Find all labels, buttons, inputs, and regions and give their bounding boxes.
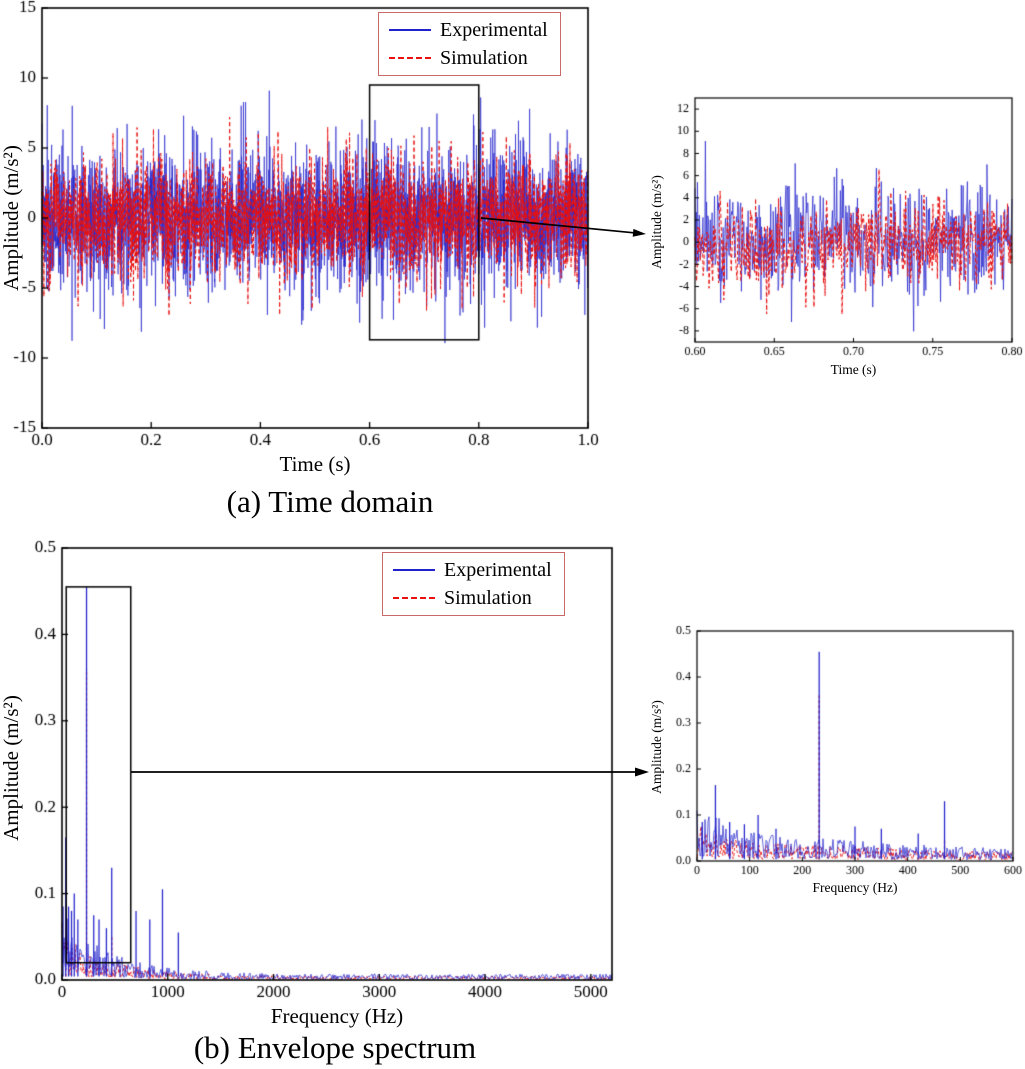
legend-row-simulation: Simulation [393,586,552,610]
time-domain-chart [0,0,620,470]
zoom-arrow-time-icon [480,217,646,237]
legend-row-experimental: Experimental [393,558,552,582]
time-inset-xaxis-label: Time (s) [830,362,877,377]
envelope-spectrum-chart [0,540,620,1020]
spectrum-legend: Experimental Simulation [382,552,565,616]
experimental-line-icon [393,569,435,571]
legend-row-simulation: Simulation [389,46,548,70]
zoom-arrow-spectrum-icon [131,767,649,777]
legend-label-simulation: Simulation [440,47,528,69]
time-main-yaxis-label: Amplitude (m/s²) [0,145,23,291]
spectrum-inset-xaxis-label: Frequency (Hz) [812,880,898,895]
time-main-xaxis-label: Time (s) [279,452,351,476]
envelope-spectrum-zoom-inset-chart [645,615,1025,915]
experimental-line-icon [389,29,431,31]
caption-envelope-spectrum: (b) Envelope spectrum [193,1030,477,1065]
legend-label-experimental: Experimental [444,559,552,581]
caption-time-domain: (a) Time domain [226,484,434,519]
spectrum-main-yaxis-label: Amplitude (m/s²) [0,695,23,841]
legend-row-experimental: Experimental [389,18,548,42]
legend-label-experimental: Experimental [440,19,548,41]
simulation-line-icon [389,57,431,59]
spectrum-inset-yaxis-label: Amplitude (m/s²) [649,700,664,794]
time-domain-legend: Experimental Simulation [378,12,561,76]
simulation-line-icon [393,597,435,599]
spectrum-main-xaxis-label: Frequency (Hz) [270,1004,404,1028]
time-domain-zoom-inset-chart [640,80,1025,390]
legend-label-simulation: Simulation [444,587,532,609]
